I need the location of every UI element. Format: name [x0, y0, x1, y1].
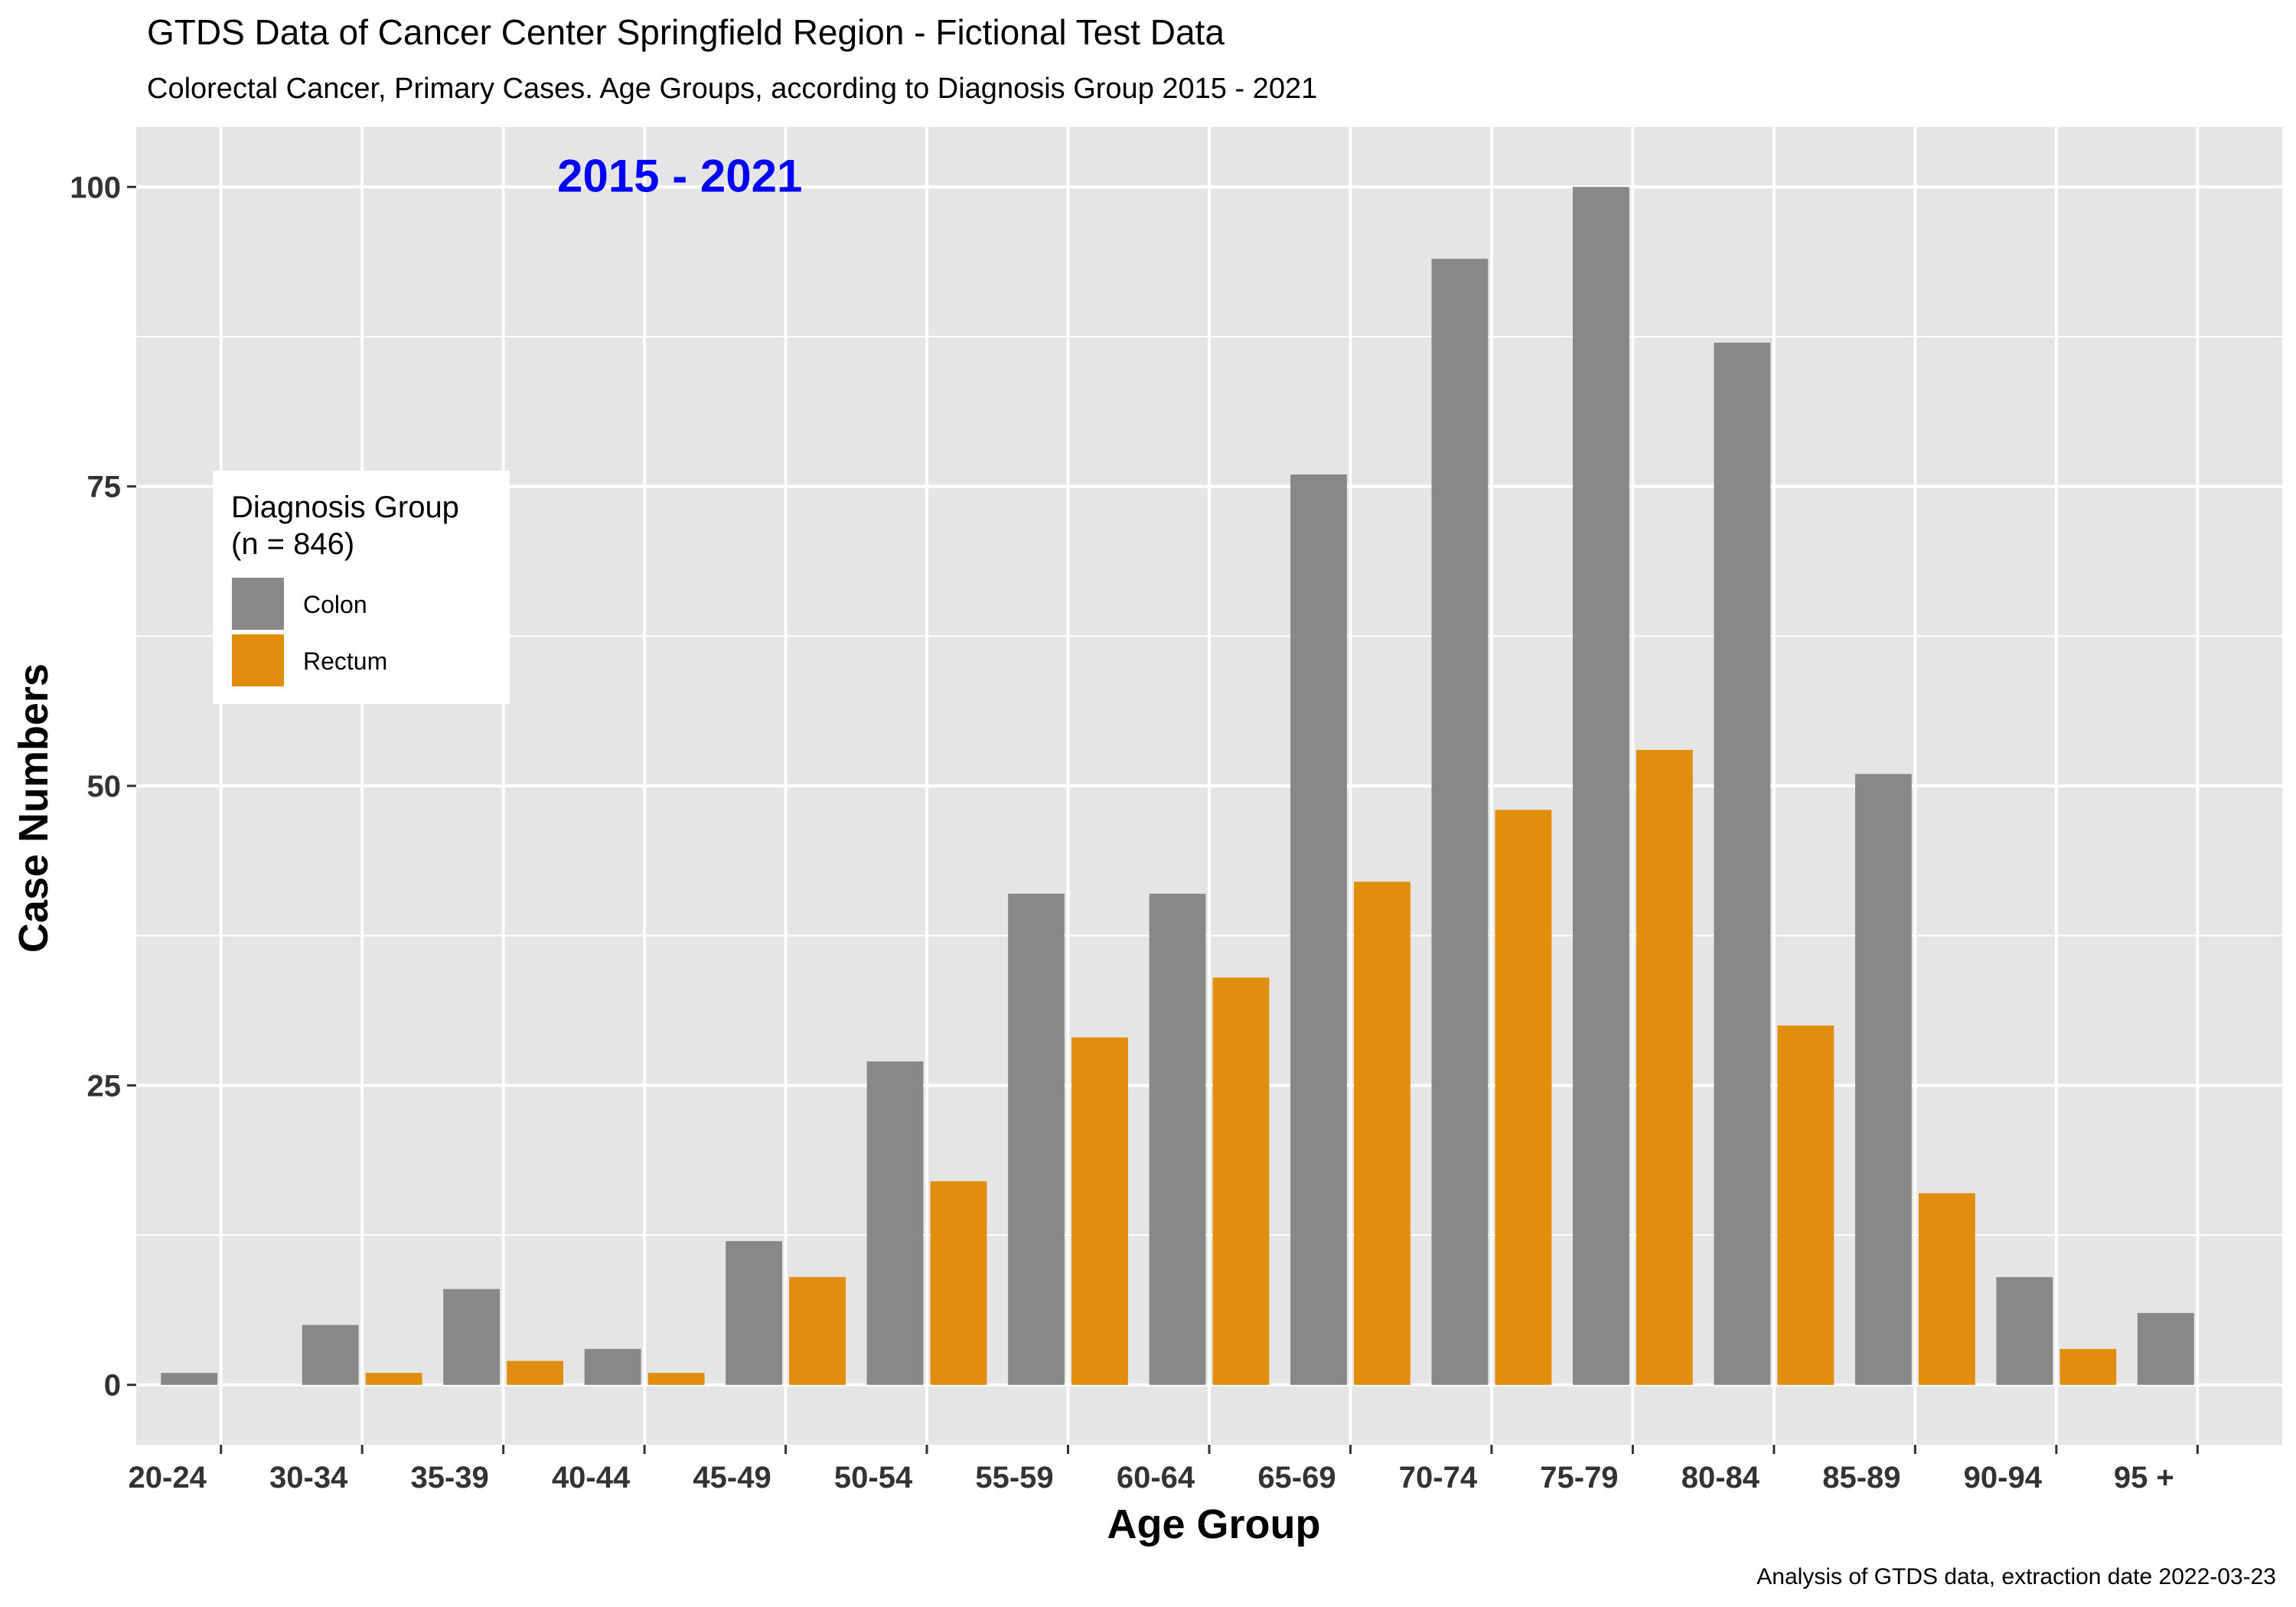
bar-colon-35-39 [443, 1289, 501, 1385]
bar-colon-95+ [2137, 1312, 2194, 1385]
legend-title-line2: (n = 846) [231, 527, 354, 561]
x-tick-label: 95 + [2114, 1461, 2174, 1495]
y-tick-label: 100 [70, 171, 121, 204]
bar-colon-40-44 [584, 1348, 641, 1385]
x-tick-label: 80-84 [1681, 1461, 1760, 1495]
x-tick-label: 30-34 [269, 1461, 348, 1495]
legend-label-colon: Colon [303, 591, 367, 618]
y-tick-label: 0 [104, 1369, 121, 1403]
chart-title: GTDS Data of Cancer Center Springfield R… [147, 12, 1225, 52]
bar-rectum-70-74 [1495, 810, 1552, 1385]
bar-rectum-50-54 [930, 1181, 987, 1385]
bar-rectum-40-44 [647, 1373, 705, 1385]
legend-swatch-rectum [232, 634, 284, 686]
x-tick-label: 70-74 [1399, 1461, 1478, 1495]
bar-rectum-60-64 [1212, 977, 1270, 1385]
bar-rectum-65-69 [1354, 882, 1411, 1385]
bar-rectum-45-49 [789, 1276, 846, 1385]
bar-rectum-90-94 [2060, 1348, 2117, 1385]
chart-caption: Analysis of GTDS data, extraction date 2… [1756, 1564, 2276, 1589]
legend-swatch-colon [232, 578, 284, 630]
bar-colon-75-79 [1573, 187, 1629, 1385]
bar-rectum-75-79 [1636, 750, 1693, 1385]
x-tick-label: 90-94 [1964, 1461, 2043, 1495]
bar-colon-55-59 [1008, 893, 1065, 1385]
x-tick-label: 50-54 [834, 1461, 913, 1495]
y-tick-label: 75 [87, 471, 122, 504]
bar-rectum-80-84 [1777, 1025, 1835, 1385]
x-axis: 20-24 30-34 35-39 40-44 45-49 50-54 55-59 60-64… [129, 1445, 2199, 1495]
bar-colon-65-69 [1290, 474, 1347, 1385]
bar-colon-30-34 [302, 1325, 359, 1385]
bar-colon-70-74 [1431, 259, 1489, 1385]
bar-colon-50-54 [866, 1061, 924, 1385]
chart-subtitle: Colorectal Cancer, Primary Cases. Age Gr… [147, 73, 1317, 105]
x-tick-label: 55-59 [975, 1461, 1053, 1495]
x-tick-label: 85-89 [1822, 1461, 1900, 1495]
bars [161, 187, 2194, 1385]
bar-rectum-30-34 [365, 1373, 422, 1385]
x-tick-label: 45-49 [693, 1461, 771, 1495]
x-axis-title: Age Group [1107, 1501, 1321, 1547]
legend-label-rectum: Rectum [303, 647, 387, 675]
y-axis: 0 25 50 75 100 [70, 171, 136, 1403]
annotation-label: 2015 - 2021 [557, 151, 802, 202]
x-tick-label: 65-69 [1257, 1461, 1336, 1495]
bar-colon-20-24 [161, 1373, 218, 1385]
x-tick-label: 35-39 [410, 1461, 488, 1495]
x-tick-label: 75-79 [1540, 1461, 1618, 1495]
bar-colon-90-94 [1996, 1276, 2053, 1385]
bar-rectum-55-59 [1071, 1037, 1128, 1385]
y-tick-label: 50 [87, 770, 122, 804]
x-tick-label: 20-24 [129, 1461, 207, 1495]
bar-colon-80-84 [1714, 342, 1771, 1385]
x-tick-label: 40-44 [552, 1461, 631, 1495]
y-axis-title: Case Numbers [11, 663, 57, 953]
y-tick-label: 25 [87, 1069, 122, 1103]
legend: Diagnosis Group (n = 846) Colon Rectum [213, 471, 510, 704]
bar-rectum-35-39 [507, 1361, 564, 1385]
bar-colon-45-49 [726, 1240, 782, 1385]
legend-title-line1: Diagnosis Group [231, 491, 459, 524]
bar-colon-60-64 [1149, 893, 1206, 1385]
x-tick-label: 60-64 [1117, 1461, 1195, 1495]
bar-colon-85-89 [1854, 774, 1912, 1385]
bar-rectum-85-89 [1918, 1193, 1975, 1385]
